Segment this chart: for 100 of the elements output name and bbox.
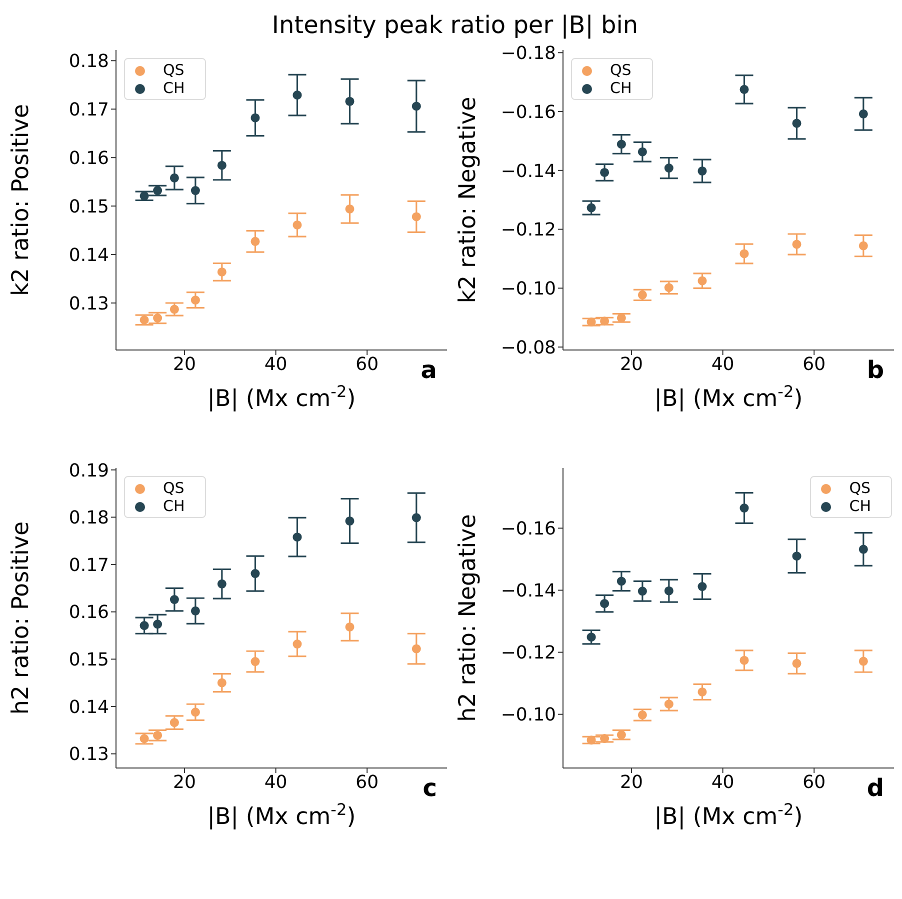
text: b (866, 356, 884, 384)
point (412, 102, 421, 111)
point (217, 267, 226, 276)
point (638, 147, 647, 156)
x-tick-label: 40 (711, 354, 734, 375)
point (140, 621, 149, 630)
x-axis-title: |B| (Mx cm$^{-2}$) (207, 382, 356, 412)
point (858, 241, 868, 250)
point (664, 164, 674, 173)
point (600, 316, 610, 326)
point (292, 220, 302, 230)
legend-label: CH (610, 79, 632, 97)
text: a (420, 356, 437, 384)
legend-label: CH (163, 79, 185, 97)
point (153, 620, 162, 629)
point (664, 586, 674, 596)
legend-label: QS (163, 61, 184, 79)
point (616, 576, 626, 586)
point (792, 658, 802, 668)
point (698, 582, 707, 592)
point (190, 708, 200, 717)
point (616, 730, 626, 740)
point (217, 678, 226, 688)
point (190, 296, 200, 305)
y-tick-label: −0.16 (500, 518, 556, 540)
point (698, 276, 707, 286)
x-tick-label: 20 (173, 772, 196, 793)
legend-label: CH (163, 497, 185, 515)
y-tick-label: −0.14 (500, 160, 556, 182)
y-tick-label: −0.18 (500, 43, 556, 64)
legend-label: QS (610, 61, 632, 79)
point (858, 109, 868, 118)
x-axis-title: |B| (Mx cm$^{-2}$) (654, 800, 803, 830)
y-tick-label: −0.16 (500, 102, 556, 123)
x-axis-title: |B| (Mx cm$^{-2}$) (654, 382, 803, 412)
y-tick-label: −0.12 (500, 220, 556, 241)
y-tick-label: −0.14 (500, 580, 556, 602)
point (250, 236, 260, 246)
y-tick-label: 0.18 (68, 508, 109, 529)
point (170, 304, 179, 314)
y-tick-label: −0.10 (500, 704, 556, 726)
y-tick-label: 0.13 (68, 744, 109, 766)
legend-label: QS (849, 479, 871, 497)
point (586, 318, 596, 327)
y-tick-label: −0.08 (500, 337, 556, 358)
x-tick-label: 20 (620, 354, 643, 375)
point (250, 569, 260, 578)
legend-label: QS (163, 479, 184, 497)
point (586, 203, 596, 212)
point (740, 84, 749, 94)
y-tick-label: 0.14 (68, 244, 109, 266)
y-tick-label: 0.18 (68, 51, 109, 72)
x-tick-label: 40 (264, 772, 288, 793)
point (664, 700, 674, 709)
point (858, 656, 868, 666)
y-tick-label: 0.19 (68, 460, 109, 482)
point (792, 118, 802, 128)
point (638, 290, 647, 300)
point (217, 160, 226, 170)
point (412, 644, 421, 654)
point (792, 552, 802, 561)
point (140, 315, 149, 324)
point (153, 730, 162, 740)
point (792, 240, 802, 249)
point (345, 96, 354, 106)
x-tick-label: 40 (711, 772, 734, 793)
y-axis-title: k2 ratio: Positive (8, 104, 34, 296)
point (638, 586, 647, 596)
y-tick-label: 0.15 (68, 196, 109, 218)
point (664, 283, 674, 292)
x-tick-label: 60 (802, 354, 826, 375)
y-tick-label: 0.16 (68, 148, 109, 169)
point (140, 734, 149, 744)
x-axis-title: |B| (Mx cm$^{-2}$) (207, 800, 356, 830)
y-tick-label: 0.15 (68, 650, 109, 671)
legend-label: CH (849, 497, 871, 515)
point (170, 718, 179, 728)
y-tick-label: −0.10 (500, 278, 556, 300)
point (600, 599, 610, 608)
y-tick-label: 0.17 (68, 100, 109, 121)
chart-title: Intensity peak ratio per |B| bin (270, 10, 640, 41)
point (190, 606, 200, 616)
point (412, 513, 421, 522)
point (250, 657, 260, 666)
x-tick-label: 60 (802, 772, 826, 793)
y-tick-label: 0.13 (68, 293, 109, 314)
point (698, 687, 707, 696)
text: c (422, 774, 437, 802)
point (740, 249, 749, 258)
x-tick-label: 60 (356, 354, 379, 375)
point (345, 622, 354, 632)
x-tick-label: 60 (356, 772, 379, 793)
point (250, 113, 260, 122)
point (698, 166, 707, 176)
y-tick-label: 0.17 (68, 554, 109, 576)
point (153, 314, 162, 323)
x-tick-label: 20 (620, 772, 643, 793)
y-axis-title: h2 ratio: Positive (8, 521, 34, 715)
x-tick-label: 40 (264, 354, 288, 375)
point (616, 140, 626, 149)
